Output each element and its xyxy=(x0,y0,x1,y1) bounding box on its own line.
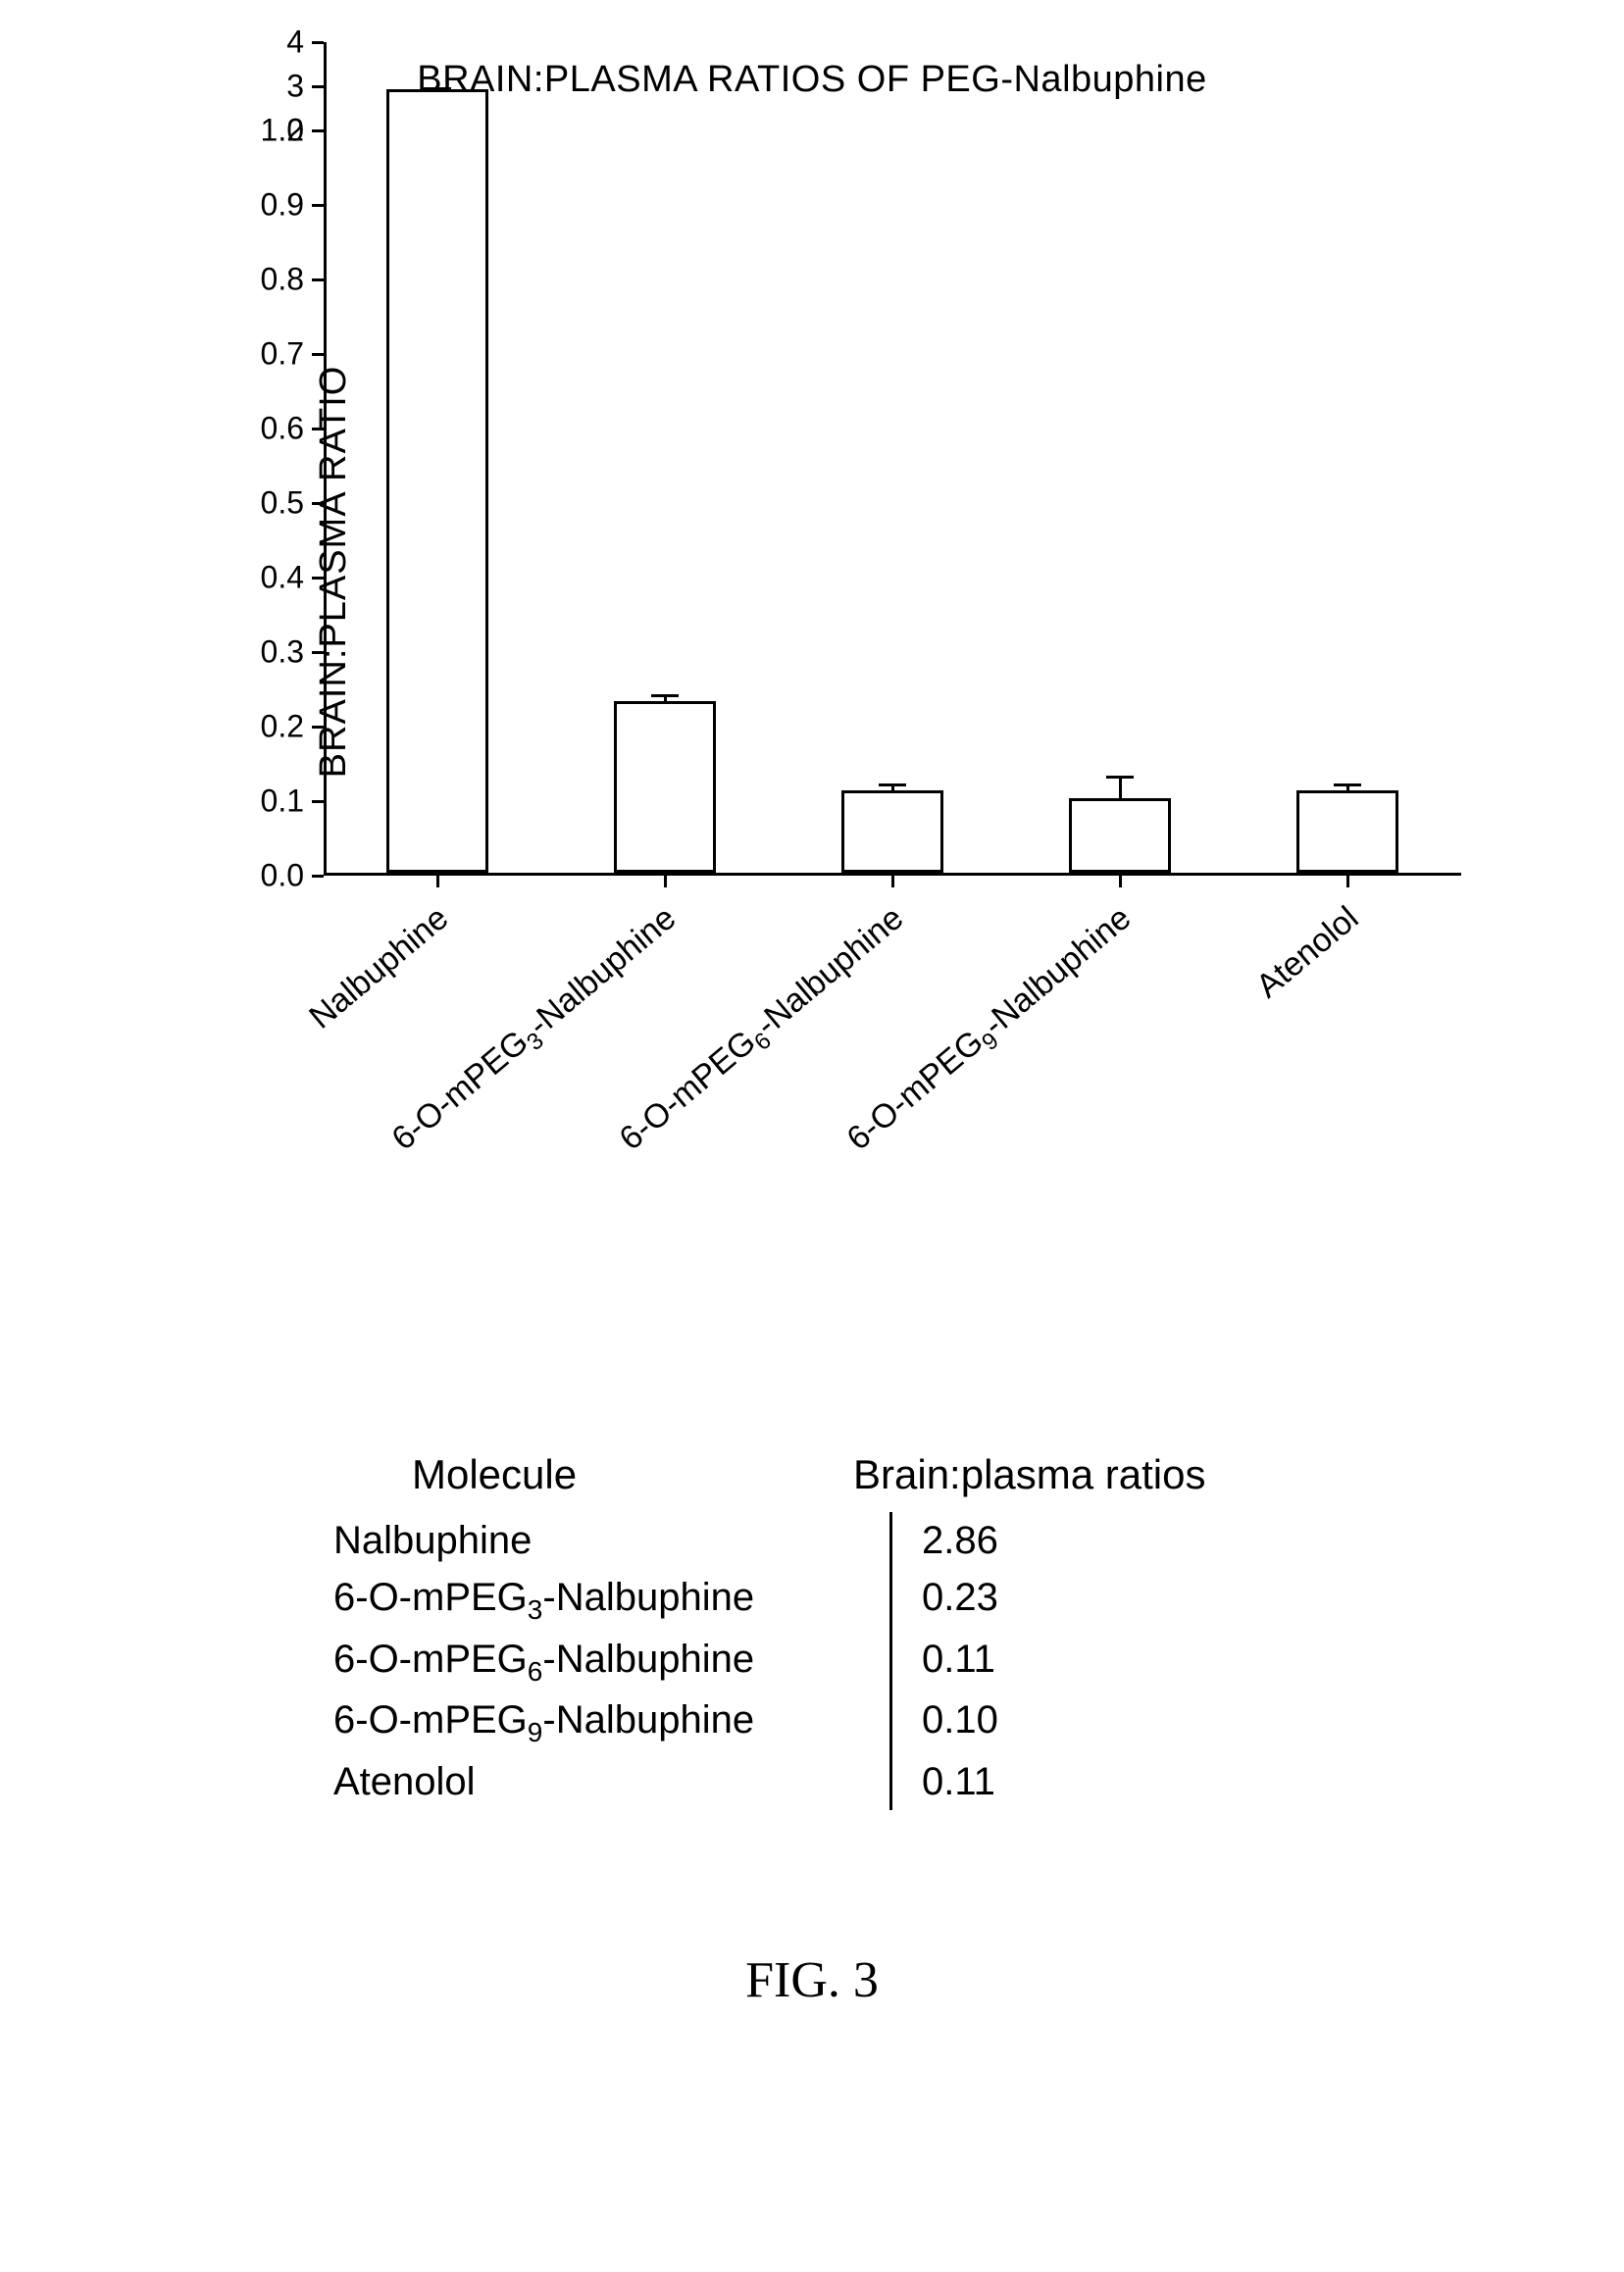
table-cell-molecule: Nalbuphine xyxy=(333,1512,892,1569)
table-row: Nalbuphine2.86 xyxy=(333,1512,1334,1569)
table-header-row: Molecule Brain:plasma ratios xyxy=(333,1451,1334,1498)
y-tick xyxy=(312,800,324,803)
x-tick xyxy=(1346,876,1349,887)
bar xyxy=(614,701,716,873)
error-bar-cap xyxy=(424,87,451,90)
chart-area: BRAIN:PLASMA RATIO 0.00.10.20.30.40.50.6… xyxy=(137,130,1487,1013)
y-tick-label-upper: 2 xyxy=(286,113,304,149)
chart-title: BRAIN:PLASMA RATIOS OF PEG-Nalbuphine xyxy=(137,59,1487,101)
y-tick-label: 0.7 xyxy=(261,336,304,373)
figure-container: BRAIN:PLASMA RATIOS OF PEG-Nalbuphine BR… xyxy=(137,59,1487,1013)
error-bar-cap xyxy=(1334,783,1361,786)
y-tick xyxy=(312,577,324,580)
error-bar-stem xyxy=(664,697,667,705)
y-tick-label-upper: 3 xyxy=(286,69,304,105)
x-tick xyxy=(436,876,439,887)
x-tick xyxy=(664,876,667,887)
y-tick xyxy=(312,875,324,878)
table-cell-molecule: 6-O-mPEG3-Nalbuphine xyxy=(333,1569,892,1631)
y-tick xyxy=(312,428,324,430)
x-tick xyxy=(1119,876,1122,887)
y-tick-label: 0.6 xyxy=(261,411,304,447)
y-tick-upper xyxy=(312,85,324,88)
table-row: 6-O-mPEG9-Nalbuphine0.10 xyxy=(333,1691,1334,1753)
x-category-label: Nalbuphine xyxy=(302,899,456,1036)
error-bar-cap xyxy=(651,694,679,697)
bar xyxy=(1069,798,1171,873)
error-bar-stem xyxy=(1346,786,1349,794)
table-cell-ratio: 2.86 xyxy=(892,1512,1334,1569)
error-bar-stem xyxy=(891,786,894,794)
y-tick xyxy=(312,204,324,207)
y-tick-label: 0.5 xyxy=(261,485,304,522)
table-cell-molecule: 6-O-mPEG9-Nalbuphine xyxy=(333,1691,892,1753)
y-tick-upper xyxy=(312,41,324,44)
bar xyxy=(386,89,488,873)
bar xyxy=(1296,790,1398,873)
table-cell-ratio: 0.11 xyxy=(892,1631,1334,1692)
x-category-label: Atenolol xyxy=(1249,899,1366,1006)
error-bar-stem xyxy=(436,90,439,92)
bar xyxy=(841,790,943,873)
error-bar-cap xyxy=(1106,776,1134,779)
y-tick xyxy=(312,353,324,356)
table-row: 6-O-mPEG6-Nalbuphine0.11 xyxy=(333,1631,1334,1692)
table-header-ratio: Brain:plasma ratios xyxy=(853,1451,1334,1498)
figure-caption: FIG. 3 xyxy=(0,1951,1624,2009)
y-tick-label: 0.4 xyxy=(261,560,304,596)
y-tick-label: 0.1 xyxy=(261,783,304,820)
table-cell-molecule: Atenolol xyxy=(333,1753,892,1810)
x-tick xyxy=(891,876,894,887)
y-tick xyxy=(312,651,324,654)
y-tick-label: 0.9 xyxy=(261,187,304,224)
y-tick-label: 0.0 xyxy=(261,858,304,894)
plot-region: 0.00.10.20.30.40.50.60.70.80.91.0234Nalb… xyxy=(324,130,1461,876)
y-tick-label: 0.8 xyxy=(261,262,304,298)
y-tick xyxy=(312,278,324,281)
table-row: Atenolol0.11 xyxy=(333,1753,1334,1810)
y-axis-line-lower xyxy=(324,130,327,876)
y-tick xyxy=(312,726,324,729)
table-cell-ratio: 0.23 xyxy=(892,1569,1334,1631)
y-tick xyxy=(312,502,324,505)
y-tick-upper xyxy=(312,129,324,132)
table-cell-molecule: 6-O-mPEG6-Nalbuphine xyxy=(333,1631,892,1692)
error-bar-stem xyxy=(1119,779,1122,801)
error-bar-cap xyxy=(879,783,906,786)
table-row: 6-O-mPEG3-Nalbuphine0.23 xyxy=(333,1569,1334,1631)
y-tick-label: 0.2 xyxy=(261,709,304,745)
table-header-molecule: Molecule xyxy=(333,1451,853,1498)
table-cell-ratio: 0.10 xyxy=(892,1691,1334,1753)
y-tick-label-upper: 4 xyxy=(286,25,304,61)
y-axis-line-upper xyxy=(324,42,327,130)
table-body: Nalbuphine2.866-O-mPEG3-Nalbuphine0.236-… xyxy=(333,1512,1334,1810)
data-table: Molecule Brain:plasma ratios Nalbuphine2… xyxy=(333,1451,1334,1810)
table-cell-ratio: 0.11 xyxy=(892,1753,1334,1810)
y-tick-label: 0.3 xyxy=(261,634,304,671)
